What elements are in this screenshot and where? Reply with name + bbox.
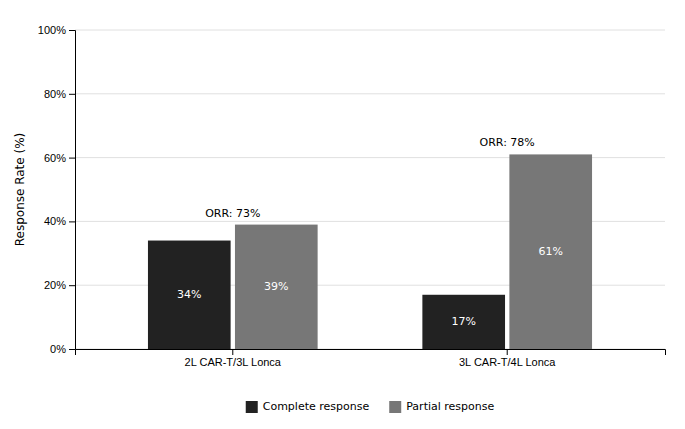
- y-tick: 40%: [44, 215, 75, 227]
- y-tick-label: 100%: [38, 24, 66, 36]
- plot: 0% 20% 40% 60% 80% 100% 2L CAR-T/3L Lonca 3L CA…: [38, 24, 666, 368]
- grid: [75, 30, 665, 349]
- legend-label: Complete response: [263, 400, 370, 413]
- data-labels: 34% 17% 39% 61%: [177, 245, 563, 328]
- y-tick-mark: [69, 349, 75, 350]
- bar: [235, 225, 318, 349]
- data-label: 17%: [451, 315, 475, 328]
- y-axis: 0% 20% 40% 60% 80% 100%: [38, 24, 76, 355]
- x-tick-label: 3L CAR-T/4L Lonca: [459, 356, 556, 368]
- y-tick: 20%: [44, 279, 75, 291]
- legend-swatch: [246, 401, 258, 413]
- y-tick: 0%: [50, 343, 75, 355]
- y-tick: 60%: [44, 152, 75, 164]
- x-tick-mark: [232, 349, 233, 355]
- annotation: ORR: 73%: [205, 207, 260, 220]
- y-tick: 100%: [38, 24, 75, 36]
- y-tick-label: 20%: [44, 279, 66, 291]
- y-tick-label: 80%: [44, 88, 66, 100]
- grid-line: [75, 30, 665, 31]
- x-axis: 2L CAR-T/3L Lonca 3L CAR-T/4L Lonca: [76, 349, 666, 368]
- legend-item: Partial response: [389, 400, 494, 413]
- x-tick: 3L CAR-T/4L Lonca: [459, 349, 556, 368]
- data-label: 61%: [538, 245, 562, 258]
- bar: [509, 154, 592, 349]
- annotation: ORR: 78%: [480, 136, 535, 149]
- chart: 0% 20% 40% 60% 80% 100% 2L CAR-T/3L Lonca 3L CA…: [0, 0, 685, 429]
- y-axis-title: Response Rate (%): [13, 133, 27, 247]
- x-tick-mark: [507, 349, 508, 355]
- bar: [148, 241, 231, 349]
- x-axis-line: [76, 350, 666, 356]
- y-tick-mark: [69, 30, 75, 31]
- y-axis-line: [69, 31, 76, 350]
- y-tick-label: 60%: [44, 152, 66, 164]
- y-tick-label: 0%: [50, 343, 66, 355]
- legend-swatch: [389, 401, 401, 413]
- annotations: ORR: 73% ORR: 78%: [205, 136, 535, 219]
- bar-series: [148, 241, 505, 349]
- y-tick-label: 40%: [44, 215, 66, 227]
- y-tick: 80%: [44, 88, 75, 100]
- legend: Complete response Partial response: [246, 400, 495, 413]
- y-tick-mark: [69, 221, 75, 222]
- data-label: 39%: [264, 280, 288, 293]
- bar-series: [235, 154, 592, 349]
- legend-item: Complete response: [246, 400, 370, 413]
- x-tick-label: 2L CAR-T/3L Lonca: [185, 356, 282, 368]
- bars: [148, 154, 592, 349]
- y-tick-mark: [69, 94, 75, 95]
- data-label: 34%: [177, 288, 201, 301]
- grid-line: [75, 93, 665, 94]
- x-tick: 2L CAR-T/3L Lonca: [185, 349, 282, 368]
- bar: [422, 295, 505, 349]
- y-tick-mark: [69, 158, 75, 159]
- legend-label: Partial response: [406, 400, 494, 413]
- y-tick-mark: [69, 285, 75, 286]
